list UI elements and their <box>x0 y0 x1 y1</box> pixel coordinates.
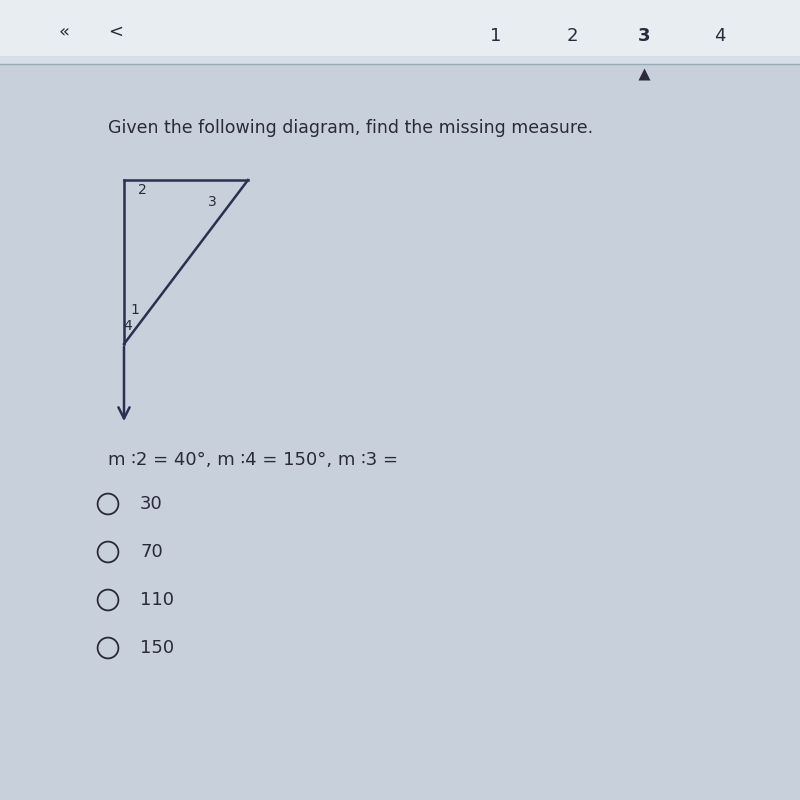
Text: 4: 4 <box>714 27 726 45</box>
Text: 1: 1 <box>490 27 502 45</box>
Text: «: « <box>58 23 70 41</box>
Text: <: < <box>109 23 123 41</box>
Text: 30: 30 <box>140 495 162 513</box>
Text: Given the following diagram, find the missing measure.: Given the following diagram, find the mi… <box>108 119 593 137</box>
Text: 3: 3 <box>638 27 650 45</box>
Text: 3: 3 <box>208 194 216 209</box>
Text: 4: 4 <box>124 319 132 334</box>
Text: 2: 2 <box>138 183 146 198</box>
Bar <box>0 0 800 56</box>
Text: 150: 150 <box>140 639 174 657</box>
Text: 70: 70 <box>140 543 162 561</box>
Bar <box>0 0 800 64</box>
Text: 1: 1 <box>130 302 139 317</box>
Text: 110: 110 <box>140 591 174 609</box>
Text: 2: 2 <box>566 27 578 45</box>
Text: m ∶2 = 40°, m ∶4 = 150°, m ∶3 =: m ∶2 = 40°, m ∶4 = 150°, m ∶3 = <box>108 451 398 469</box>
